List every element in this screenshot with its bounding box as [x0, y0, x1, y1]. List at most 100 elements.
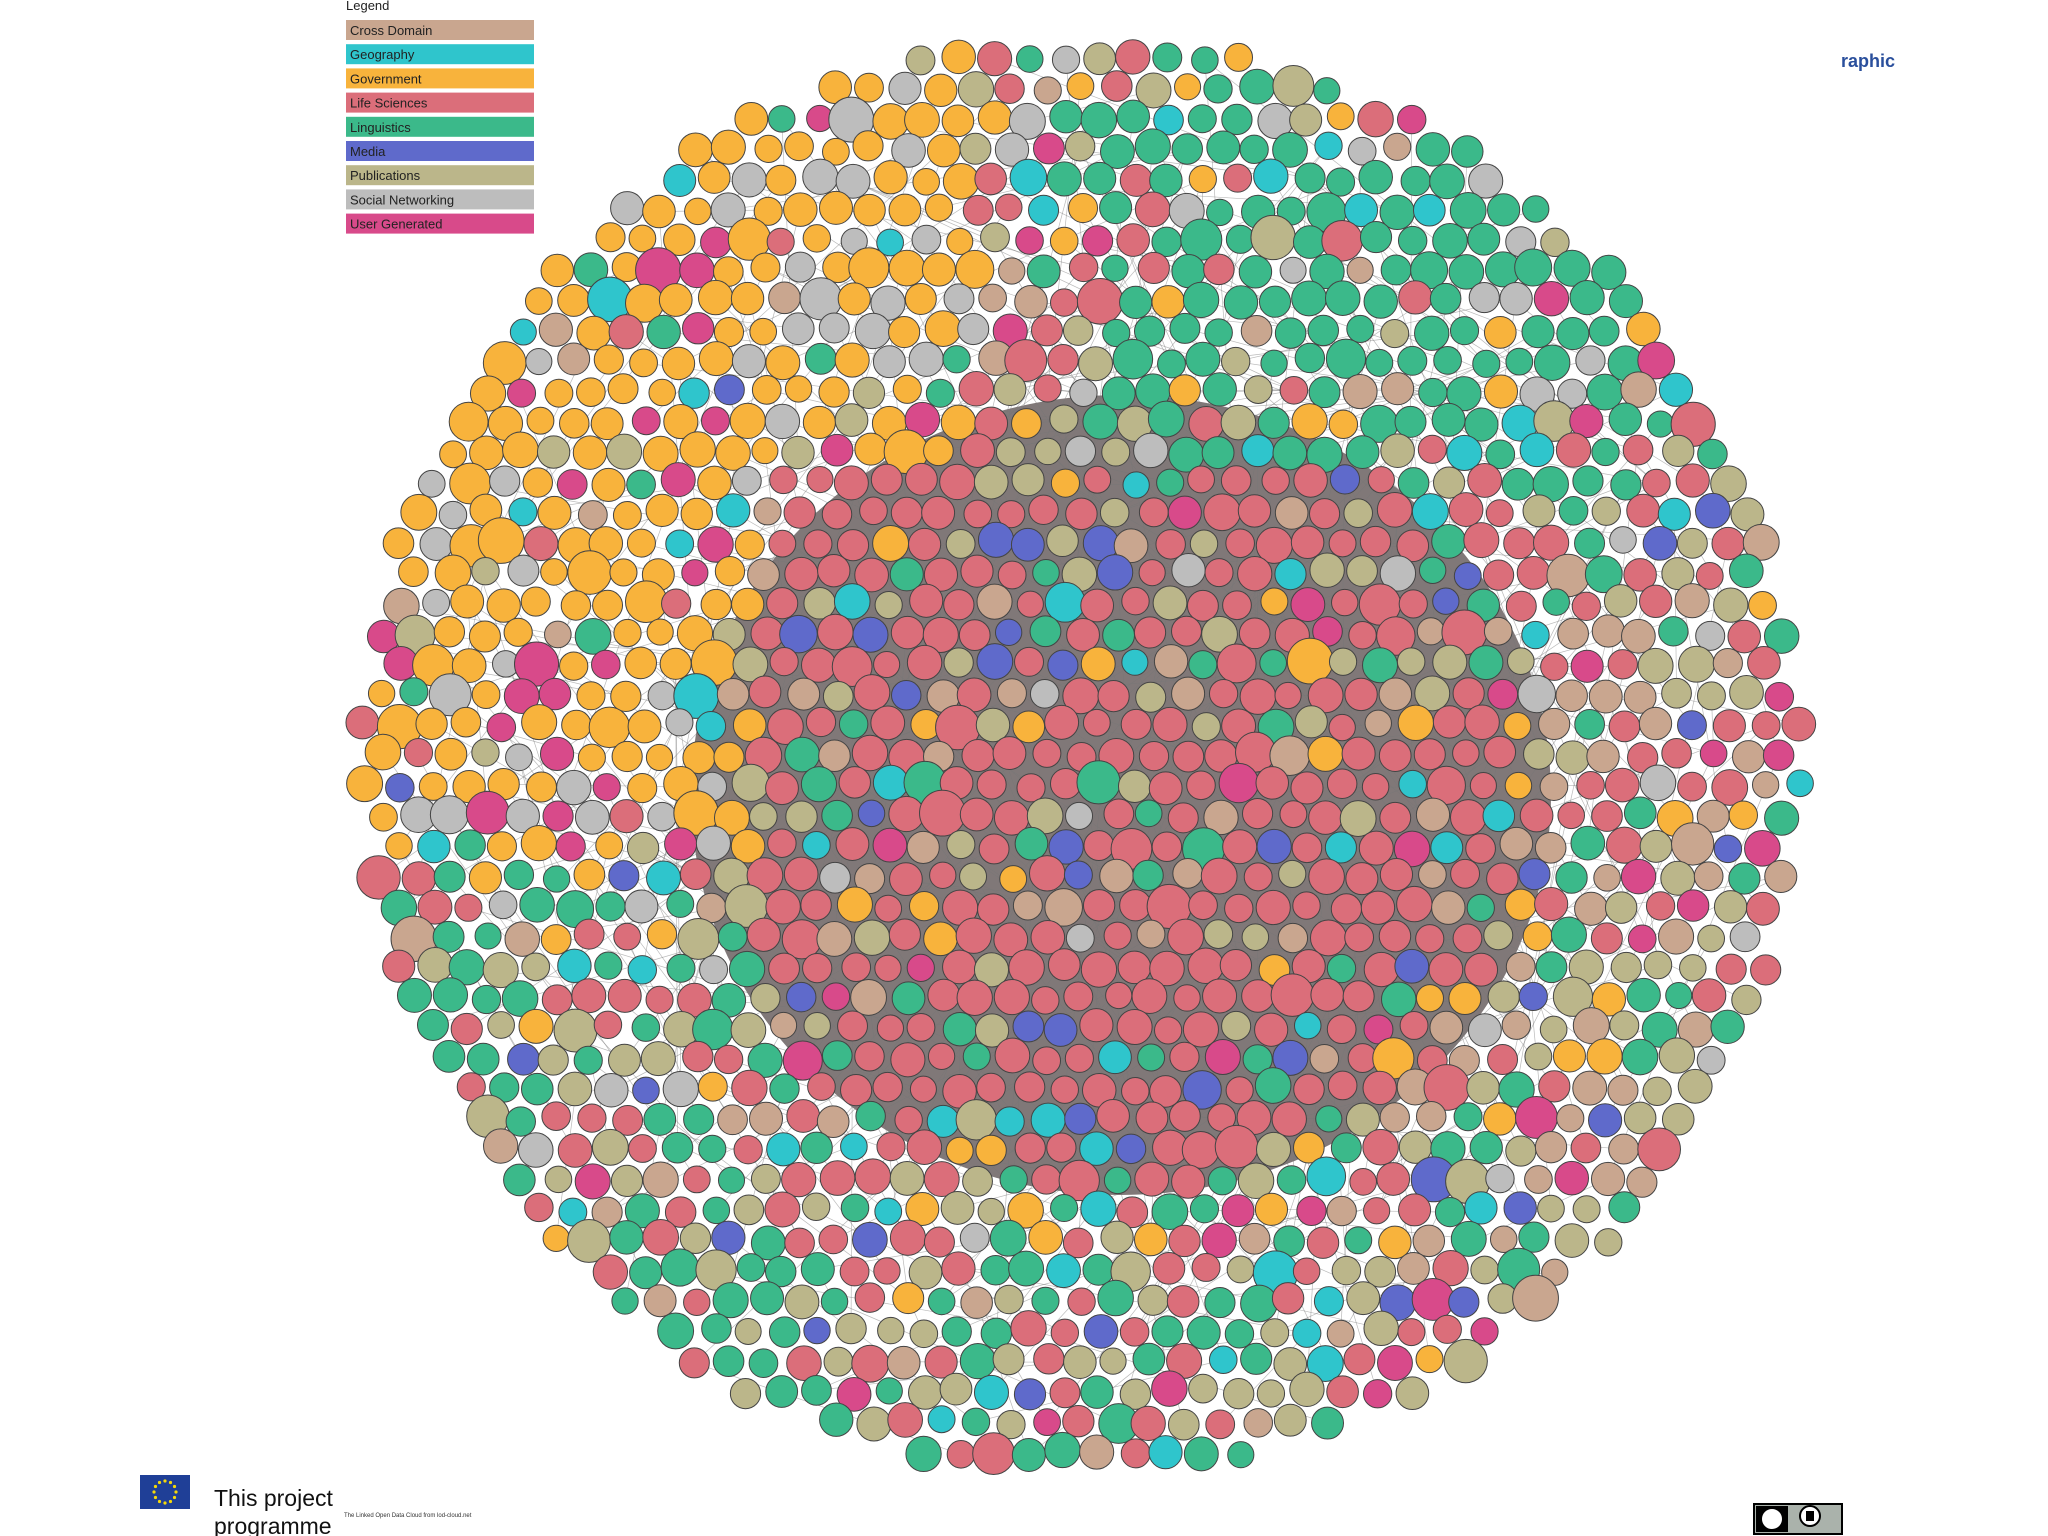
dataset-node: [821, 1040, 853, 1071]
dataset-node: [1292, 225, 1327, 259]
dataset-node: [591, 467, 626, 502]
dataset-node: [1588, 315, 1620, 347]
dataset-node: [680, 497, 713, 531]
dataset-node: [1343, 1343, 1376, 1376]
dataset-node: [1294, 705, 1328, 739]
dataset-node: [767, 105, 796, 133]
dataset-node: [1501, 467, 1535, 501]
dataset-node: [1588, 679, 1623, 714]
dataset-node: [573, 252, 609, 288]
dataset-node: [1574, 709, 1605, 740]
dataset-node: [785, 800, 818, 833]
dataset-node: [606, 433, 643, 470]
dataset-node: [432, 920, 465, 953]
legend-swatch: [346, 141, 534, 161]
dataset-node: [768, 1316, 801, 1348]
dataset-node: [1367, 466, 1395, 494]
dataset-node: [804, 342, 837, 375]
dataset-node: [1256, 1379, 1286, 1408]
dataset-node: [906, 1012, 936, 1042]
dataset-node: [1103, 798, 1135, 830]
dataset-node: [1486, 862, 1519, 895]
dataset-node: [1452, 739, 1480, 767]
dataset-node: [1432, 466, 1466, 499]
dataset-node: [1152, 706, 1188, 743]
dataset-node: [1167, 802, 1199, 834]
dataset-node: [416, 1008, 449, 1041]
dataset-node: [1448, 492, 1484, 527]
dataset-node: [753, 196, 783, 226]
dataset-node: [1270, 973, 1315, 1017]
dataset-node: [1134, 1161, 1170, 1197]
dataset-node: [1450, 858, 1481, 889]
dataset-node: [873, 650, 901, 679]
dataset-node: [892, 374, 922, 404]
dataset-node: [1468, 281, 1500, 314]
dataset-node: [1505, 951, 1536, 982]
dataset-node: [765, 771, 799, 806]
dataset-node: [888, 316, 921, 349]
dataset-node: [1008, 102, 1046, 140]
dataset-node: [1309, 919, 1347, 957]
dataset-node: [958, 619, 991, 652]
dataset-node: [663, 164, 697, 197]
dataset-node: [1604, 767, 1640, 803]
dataset-node: [507, 1042, 540, 1076]
dataset-node: [1260, 349, 1288, 377]
dataset-node: [750, 252, 781, 283]
dataset-node: [1576, 771, 1605, 800]
dataset-node: [1013, 1378, 1047, 1411]
dataset-node: [1646, 410, 1675, 438]
dataset-node: [1080, 1190, 1117, 1227]
dataset-node: [450, 1012, 483, 1046]
dataset-node: [627, 955, 658, 985]
dataset-node: [1313, 77, 1341, 105]
dataset-node: [631, 1013, 661, 1042]
dataset-node: [1675, 463, 1710, 498]
edge: [1362, 964, 1659, 1059]
dataset-node: [872, 103, 909, 140]
dataset-node: [663, 223, 696, 256]
dataset-node: [1064, 1102, 1097, 1135]
dataset-node: [1483, 735, 1517, 769]
dataset-node: [1203, 493, 1241, 532]
dataset-node: [1116, 223, 1150, 257]
dataset-node: [886, 1345, 921, 1380]
dataset-node: [1132, 859, 1164, 892]
dataset-node: [1101, 254, 1129, 282]
dataset-node: [730, 829, 766, 864]
dataset-node: [1591, 982, 1627, 1017]
dataset-node: [801, 1192, 831, 1221]
dataset-node: [1331, 1255, 1362, 1286]
dataset-node: [1411, 1278, 1455, 1321]
dataset-node: [1130, 1405, 1166, 1442]
dataset-node: [1533, 344, 1571, 381]
dataset-node: [768, 529, 797, 558]
dataset-node: [940, 404, 977, 441]
dataset-node: [1043, 1013, 1078, 1047]
dataset-node: [835, 1312, 867, 1345]
dataset-node: [1397, 225, 1428, 256]
dataset-node: [1033, 374, 1062, 403]
dataset-node: [1359, 221, 1393, 254]
dataset-node: [1272, 435, 1308, 471]
dataset-node: [701, 1313, 732, 1344]
dataset-node: [1665, 981, 1693, 1010]
dataset-node: [1575, 345, 1606, 376]
dataset-node: [856, 1406, 892, 1442]
dataset-node: [976, 583, 1013, 620]
dataset-node: [1257, 406, 1290, 439]
dataset-node: [1049, 767, 1082, 800]
dataset-node: [610, 1164, 644, 1197]
dataset-node: [643, 1284, 677, 1318]
dataset-node: [837, 1010, 868, 1042]
dataset-node: [538, 312, 573, 347]
dataset-node: [1271, 1101, 1307, 1137]
dataset-node: [1050, 1193, 1079, 1223]
dataset-node: [609, 1220, 644, 1255]
dataset-node: [1132, 1342, 1166, 1376]
dataset-node: [1189, 1194, 1220, 1224]
dataset-node: [924, 310, 962, 347]
dataset-node: [816, 1105, 850, 1139]
